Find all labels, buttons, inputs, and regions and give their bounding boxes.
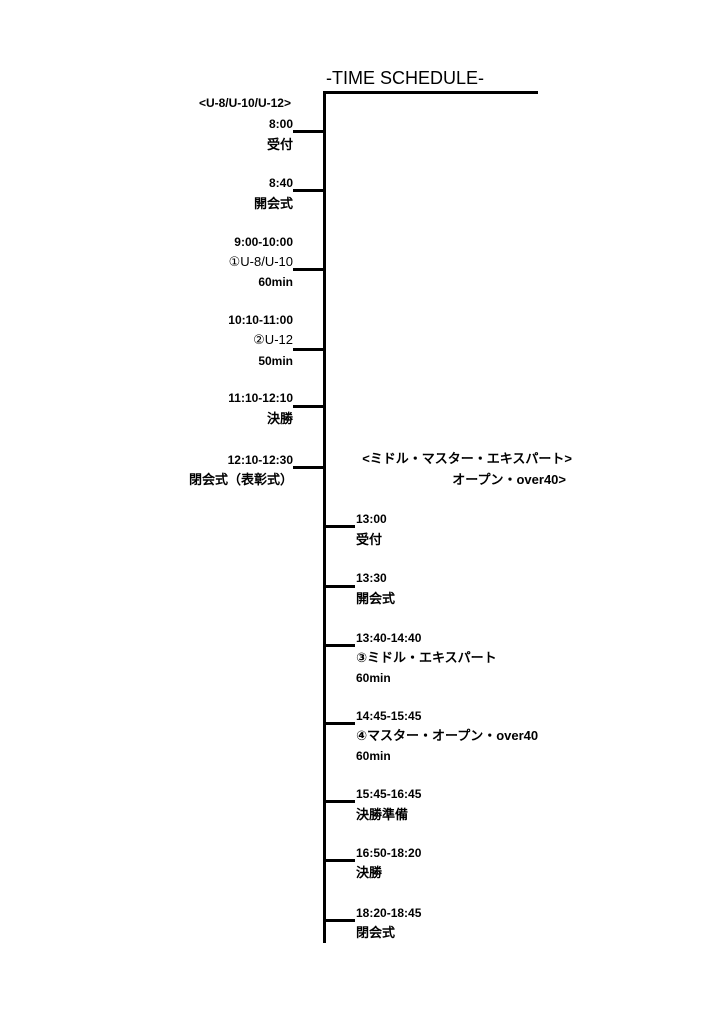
timeline-tick <box>324 919 355 922</box>
schedule-label: 決勝 <box>266 411 293 426</box>
schedule-time: 13:40-14:40 <box>356 631 422 645</box>
schedule-duration: 60min <box>356 671 391 685</box>
schedule-label: 閉会式 <box>356 925 396 940</box>
timeline-tick <box>293 348 324 351</box>
schedule-time: 9:00-10:00 <box>234 235 293 249</box>
schedule-label: 開会式 <box>356 591 396 606</box>
schedule-duration: 60min <box>258 275 293 289</box>
schedule-label: ①U-8/U-10 <box>228 254 293 269</box>
schedule-label: 決勝 <box>356 865 383 880</box>
timeline-tick <box>324 722 355 725</box>
timeline-tick <box>324 644 355 647</box>
right-group-header-cont: オープン・over40> <box>452 472 566 487</box>
schedule-time: 18:20-18:45 <box>356 906 422 920</box>
right-group-header: <ミドル・マスター・エキスパート> <box>362 451 572 466</box>
schedule-duration: 50min <box>258 354 293 368</box>
timeline-tick <box>293 466 324 469</box>
timeline-tick <box>293 189 324 192</box>
schedule-duration: 60min <box>356 749 391 763</box>
schedule-label: 受付 <box>266 137 293 152</box>
timeline-top-rule <box>323 91 538 94</box>
schedule-time: 14:45-15:45 <box>356 709 422 723</box>
schedule-time: 8:40 <box>268 176 293 190</box>
schedule-label: ②U-12 <box>253 332 293 347</box>
timeline-tick <box>293 268 324 271</box>
schedule-label: 開会式 <box>253 196 293 211</box>
schedule-time: 11:10-12:10 <box>228 391 293 405</box>
schedule-label: 閉会式（表彰式） <box>188 472 293 487</box>
schedule-label: ④マスター・オープン・over40 <box>356 728 539 743</box>
timeline-tick <box>324 585 355 588</box>
timeline-tick <box>324 800 355 803</box>
schedule-label: 決勝準備 <box>356 807 409 822</box>
schedule-time: 12:10-12:30 <box>227 453 293 467</box>
schedule-time: 13:30 <box>356 571 387 585</box>
schedule-time: 8:00 <box>268 117 293 131</box>
schedule-label: ③ミドル・エキスパート <box>356 650 497 665</box>
schedule-time: 15:45-16:45 <box>356 787 422 801</box>
timeline-tick <box>293 130 324 133</box>
timeline-axis <box>323 91 326 943</box>
timeline-tick <box>324 859 355 862</box>
left-group-header: <U-8/U-10/U-12> <box>198 96 291 110</box>
page-title: -TIME SCHEDULE- <box>326 68 485 88</box>
schedule-time: 16:50-18:20 <box>356 846 422 860</box>
schedule-time: 10:10-11:00 <box>228 313 293 327</box>
timeline-tick <box>324 525 355 528</box>
timeline-tick <box>293 405 324 408</box>
schedule-time: 13:00 <box>356 512 387 526</box>
schedule-label: 受付 <box>356 532 383 547</box>
